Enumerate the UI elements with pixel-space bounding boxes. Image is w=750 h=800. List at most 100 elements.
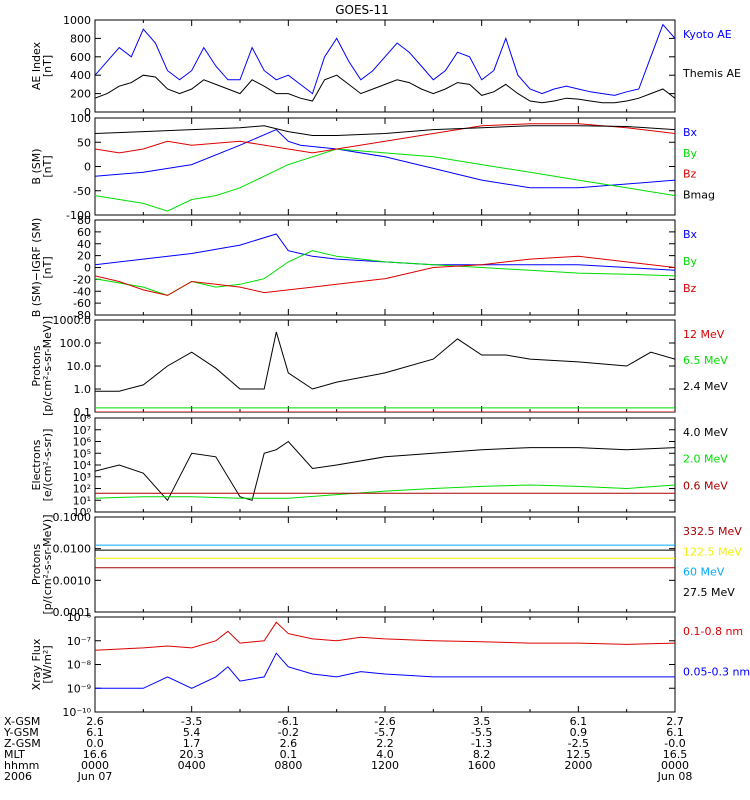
x-axis-value: 6.1 — [86, 726, 104, 739]
y-tick-label: 10.0 — [67, 360, 92, 373]
y-tick-label: 600 — [70, 51, 91, 64]
y-tick-label: 200 — [70, 88, 91, 101]
x-axis-row-label: 2006 — [4, 770, 32, 783]
legend-entry: 4.0 MeV — [683, 426, 728, 439]
x-axis-value: -0.2 — [278, 726, 299, 739]
legend-entry: Themis AE — [682, 67, 741, 80]
panel-1: 0 200 400 600 800 1000 AE Index[nT] Kyoto AE The… — [30, 14, 741, 119]
y-tick-label: 0 — [84, 161, 91, 174]
panel-frame — [94, 219, 676, 316]
y-tick-label: 100.0 — [60, 337, 92, 350]
x-axis-value: -6.1 — [278, 715, 299, 728]
y-tick-label: -40 — [73, 285, 91, 298]
y-axis-label: Protons — [30, 544, 43, 585]
x-axis-value: Jun 08 — [657, 770, 693, 783]
x-axis-value: 2.2 — [376, 737, 394, 750]
series-line — [95, 123, 675, 154]
x-axis-value: 1.7 — [183, 737, 201, 750]
legend-entry: Bmag — [683, 188, 715, 201]
series-line — [95, 652, 675, 689]
x-axis-value: -5.7 — [374, 726, 395, 739]
legend-entry: 2.0 MeV — [683, 453, 728, 466]
y-axis-label: [nT] — [41, 55, 54, 77]
y-tick-label: 40 — [77, 238, 91, 251]
series-line — [95, 129, 675, 189]
y-tick-label: -80 — [73, 309, 91, 322]
x-axis-value: 2.6 — [280, 737, 298, 750]
x-axis-row-label: hhmm — [4, 759, 39, 772]
panel-frame — [94, 616, 676, 713]
legend-entry: Bx — [683, 228, 698, 241]
legend-entry: Bz — [683, 168, 697, 181]
series-line — [95, 233, 675, 271]
plot-title: GOES-11 — [335, 3, 389, 17]
y-tick-label: 10⁻⁷ — [67, 635, 91, 648]
series-line — [95, 74, 675, 104]
y-tick-label: 0.1000 — [53, 511, 92, 524]
legend-entry: 0.05-0.3 nm — [683, 666, 750, 679]
y-axis-label: AE Index — [30, 41, 43, 90]
legend-entry: Kyoto AE — [683, 28, 732, 41]
x-axis-value: 4.0 — [376, 748, 394, 761]
x-axis-value: 0.9 — [570, 726, 588, 739]
y-tick-label: 10⁻⁸ — [67, 659, 92, 672]
y-tick-label: -100 — [66, 209, 91, 222]
y-tick-label: 50 — [77, 136, 91, 149]
y-axis-label: [p/(cm²-s-sr-MeV)] — [41, 515, 54, 615]
legend-entry: By — [683, 255, 698, 268]
series-line — [95, 440, 675, 502]
x-axis-value: -2.6 — [374, 715, 395, 728]
series-line — [95, 331, 675, 392]
x-axis-value: 0.1 — [280, 748, 298, 761]
x-axis-value: -0.0 — [664, 737, 685, 750]
y-tick-label: 1000.0 — [53, 314, 92, 327]
panel-frame — [94, 19, 676, 113]
x-axis-table: X-GSMY-GSMZ-GSMMLThhmm20062.66.10.016.60… — [3, 715, 692, 783]
y-axis-label: [p/(cm²-s-sr-MeV)] — [41, 316, 54, 416]
x-axis-value: 1600 — [468, 759, 496, 772]
y-tick-label: 1000 — [63, 14, 91, 27]
y-tick-label: 80 — [77, 214, 91, 227]
legend-entry: 12 MeV — [683, 328, 725, 341]
x-axis-value: 2000 — [564, 759, 592, 772]
y-tick-label: 800 — [70, 32, 91, 45]
y-axis-label: Xray Flux — [30, 638, 43, 690]
legend-entry: By — [683, 147, 698, 160]
x-axis-value: 12.5 — [566, 748, 591, 761]
legend-entry: 122.5 MeV — [683, 545, 742, 558]
y-tick-label: 20 — [77, 250, 91, 263]
y-tick-label: 10⁻¹⁰ — [62, 706, 91, 719]
y-tick-label: -60 — [73, 297, 91, 310]
y-tick-label: -50 — [73, 185, 91, 198]
x-axis-value: 6.1 — [570, 715, 588, 728]
x-axis-value: 0.0 — [86, 737, 104, 750]
panel-frame — [94, 417, 676, 513]
x-axis-value: 6.1 — [666, 726, 684, 739]
legend-entry: Bx — [683, 126, 698, 139]
panel-7: 10⁻¹⁰ 10⁻⁹ 10⁻⁸ 10⁻⁷ 10⁻⁶ Xray Flux[W/m²] 0.1-… — [30, 611, 750, 719]
y-axis-label: Electrons — [30, 439, 43, 490]
x-axis-value: 3.5 — [473, 715, 491, 728]
y-tick-label: 10⁷ — [73, 424, 91, 437]
y-tick-label: 10⁴ — [73, 459, 92, 472]
panel-frame — [94, 516, 676, 613]
y-tick-label: 0 — [84, 106, 91, 119]
x-axis-value: 0000 — [661, 759, 689, 772]
panel-4: 0.1 1.0 10.0 100.0 1000.0 Protons[p/(cm²-s-sr… — [30, 314, 728, 419]
x-axis-row-label: Y-GSM — [3, 726, 39, 739]
x-axis-value: 20.3 — [179, 748, 204, 761]
series-line — [95, 621, 675, 651]
x-axis-row-label: X-GSM — [4, 715, 40, 728]
y-tick-label: 0 — [84, 262, 91, 275]
y-tick-label: 1.0 — [74, 383, 92, 396]
x-axis-value: -5.5 — [471, 726, 492, 739]
x-axis-value: 2.6 — [86, 715, 104, 728]
series-line — [95, 23, 675, 96]
y-axis-label: [nT] — [41, 256, 54, 278]
legend-entry: 0.6 MeV — [683, 479, 728, 492]
y-axis-label: Protons — [30, 345, 43, 386]
panel-frame — [94, 319, 676, 413]
